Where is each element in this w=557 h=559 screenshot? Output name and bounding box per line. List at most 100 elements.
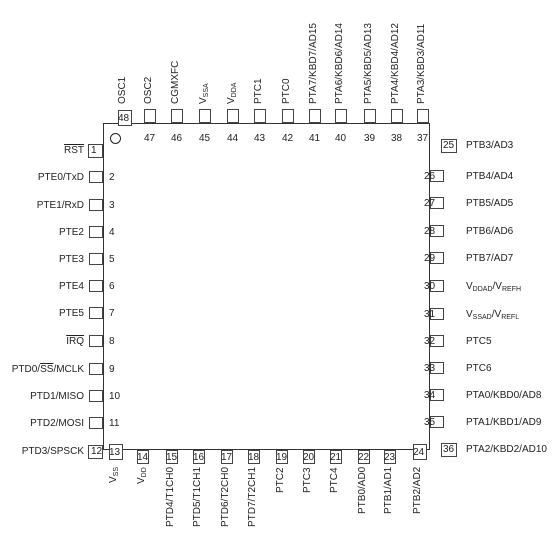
- pin-lead-14: [137, 450, 149, 464]
- pin-number-37: 37: [417, 133, 429, 144]
- pin-label-46: CGMXFC: [170, 60, 181, 104]
- pin-label-33: PTC6: [466, 363, 492, 374]
- pin-lead-27: [430, 197, 444, 209]
- pin-number-22: 22: [358, 452, 370, 463]
- pin-number-46: 46: [171, 133, 183, 144]
- pin-number-47: 47: [144, 133, 156, 144]
- pin-number-2: 2: [109, 172, 115, 183]
- pin-number-31: 31: [424, 309, 436, 320]
- pin-label-7: PTE5: [58, 308, 84, 319]
- pin-number-45: 45: [199, 133, 211, 144]
- pin-number-38: 38: [391, 133, 403, 144]
- pin-lead-34: [430, 389, 444, 401]
- pin-label-14: VDD: [136, 467, 148, 484]
- pin-label-25: PTB3/AD3: [466, 140, 514, 151]
- pin-box-1: [88, 144, 103, 158]
- pin-lead-10: [89, 390, 103, 402]
- pin-label-30: VDDAD/VREFH: [466, 281, 522, 293]
- pin-lead-38: [391, 109, 403, 123]
- pin-number-6: 6: [109, 281, 115, 292]
- pin-label-40: PTA6/KBD6/AD14: [334, 23, 345, 104]
- pin-label-22: PTB0/AD0: [357, 466, 368, 514]
- pin-lead-11: [89, 417, 103, 429]
- pin-label-13: VSS: [108, 466, 120, 483]
- pin-number-48: 48: [118, 113, 130, 124]
- pin-number-44: 44: [227, 133, 239, 144]
- pin-lead-30: [430, 280, 444, 292]
- pin-lead-45: [199, 109, 211, 123]
- pin-lead-46: [171, 109, 183, 123]
- pin-number-33: 33: [424, 363, 436, 374]
- pin-lead-16: [193, 450, 205, 464]
- pin-label-12: PTD3/SPSCK: [21, 446, 84, 457]
- pin-label-3: PTE1/RxD: [36, 200, 84, 211]
- pin-lead-8: [89, 335, 103, 347]
- pin-number-26: 26: [424, 171, 436, 182]
- pin-lead-36: [441, 443, 457, 457]
- pin-lead-26: [430, 170, 444, 182]
- pin-number-43: 43: [254, 133, 266, 144]
- pin-lead-48: [118, 110, 132, 126]
- pin-label-9: PTD0/SS/MCLK: [11, 364, 84, 375]
- pin-lead-5: [89, 253, 103, 265]
- pin-lead-33: [430, 362, 444, 374]
- pin-label-20: PTC3: [302, 467, 313, 493]
- pin-number-19: 19: [276, 452, 288, 463]
- pin-lead-25: [441, 139, 457, 153]
- pin-number-30: 30: [424, 281, 436, 292]
- pin-label-17: PTD6/T2CH0: [220, 466, 231, 527]
- pin-label-41: PTA7/KBD7/AD15: [308, 23, 319, 104]
- pin-label-48: OSC1: [117, 76, 128, 104]
- pin-lead-19: [276, 450, 288, 464]
- pin-label-28: PTB6/AD6: [466, 226, 514, 237]
- pin-number-39: 39: [364, 133, 376, 144]
- pin-label-23: PTB1/AD1: [383, 466, 394, 514]
- pin-lead-22: [358, 450, 370, 464]
- pin-label-2: PTE0/TxD: [37, 172, 84, 183]
- pin-number-29: 29: [424, 253, 436, 264]
- pin-lead-39: [364, 109, 376, 123]
- pin-label-19: PTC2: [275, 467, 286, 493]
- pin-label-42: PTC0: [281, 78, 292, 104]
- pin-label-8: IRQ: [66, 336, 84, 347]
- pin-number-5: 5: [109, 254, 115, 265]
- pin-number-32: 32: [424, 336, 436, 347]
- pin-lead-28: [430, 225, 444, 237]
- pin-lead-29: [430, 252, 444, 264]
- pin-number-40: 40: [335, 133, 347, 144]
- pin-number-23: 23: [384, 452, 396, 463]
- pin-lead-47: [144, 109, 156, 123]
- pin-number-14: 14: [137, 452, 149, 463]
- pin-label-15: PTD4/T1CH0: [165, 466, 176, 527]
- pin-number-42: 42: [282, 133, 294, 144]
- pin-label-18: PTD7/T2CH1: [247, 466, 258, 527]
- pin-lead-41: [309, 109, 321, 123]
- pin-label-35: PTA1/KBD1/AD9: [466, 417, 542, 428]
- pin-number-10: 10: [109, 391, 121, 402]
- pin-lead-15: [166, 450, 178, 464]
- pin-label-43: PTC1: [253, 78, 264, 104]
- pin-number-25: 25: [443, 140, 455, 151]
- pin1-indicator-icon: [110, 133, 121, 144]
- pin-number-3: 3: [109, 200, 115, 211]
- pin-label-38: PTA4/KBD4/AD12: [390, 23, 401, 104]
- pin-lead-2: [89, 171, 103, 183]
- pin-number-20: 20: [303, 452, 315, 463]
- pin-lead-24: [413, 444, 427, 460]
- pin-lead-37: [417, 109, 429, 123]
- pin-label-24: PTB2/AD2: [412, 466, 423, 514]
- pin-lead-32: [430, 335, 444, 347]
- pin-lead-4: [89, 226, 103, 238]
- pin-label-21: PTC4: [329, 467, 340, 493]
- pin-label-47: OSC2: [143, 76, 154, 104]
- pin-label-29: PTB7/AD7: [466, 253, 514, 264]
- pin-lead-44: [227, 109, 239, 123]
- pin-lead-23: [384, 450, 396, 464]
- pin-label-36: PTA2/KBD2/AD10: [466, 444, 547, 455]
- pin-label-11: PTD2/MOSI: [30, 418, 84, 429]
- pin-number-18: 18: [248, 452, 260, 463]
- pin-number-1: 1: [91, 145, 97, 156]
- pin-label-4: PTE2: [58, 227, 84, 238]
- pin-number-11: 11: [109, 418, 120, 429]
- pin-number-28: 28: [424, 226, 436, 237]
